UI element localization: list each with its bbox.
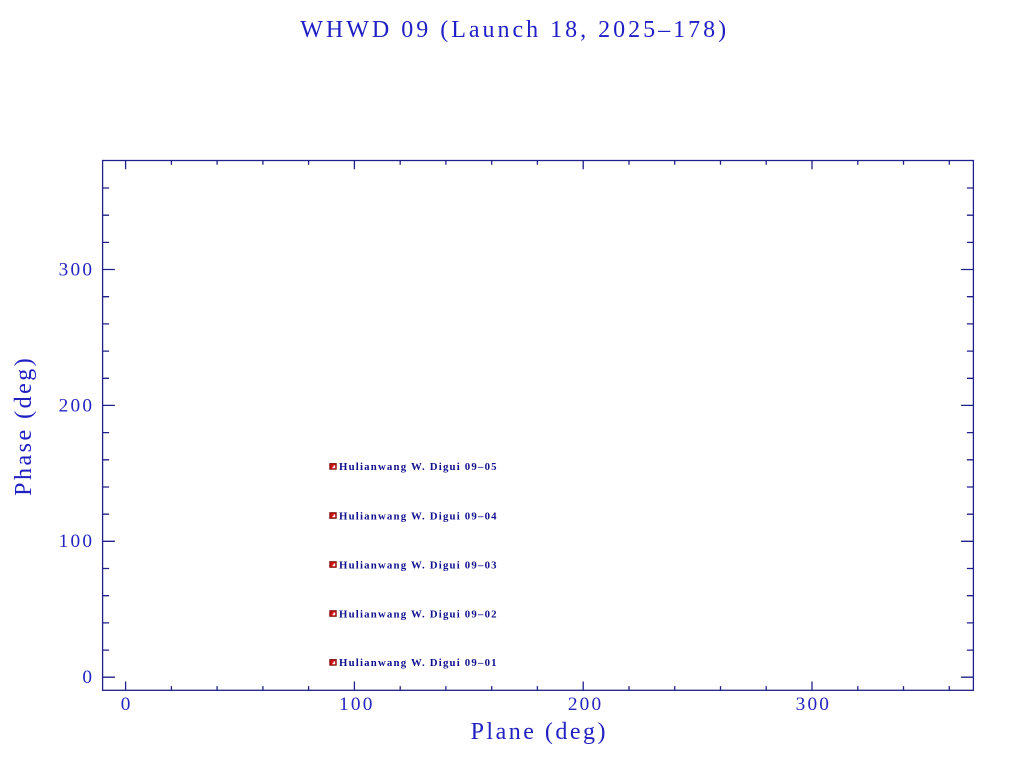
- svg-text:100: 100: [59, 531, 95, 552]
- svg-text:Plane (deg): Plane (deg): [471, 719, 608, 745]
- svg-text:300: 300: [59, 259, 95, 280]
- svg-text:WHWD 09 (Launch 18, 2025–178): WHWD 09 (Launch 18, 2025–178): [300, 17, 729, 43]
- svg-text:200: 200: [59, 395, 95, 416]
- svg-text:Hulianwang W. Digui 09–01: Hulianwang W. Digui 09–01: [339, 657, 498, 669]
- svg-text:Hulianwang W. Digui 09–05: Hulianwang W. Digui 09–05: [339, 461, 498, 473]
- svg-text:Hulianwang W. Digui 09–04: Hulianwang W. Digui 09–04: [339, 510, 498, 522]
- svg-text:0: 0: [82, 667, 94, 688]
- svg-text:Hulianwang W. Digui 09–03: Hulianwang W. Digui 09–03: [339, 559, 498, 571]
- svg-text:Hulianwang W. Digui 09–02: Hulianwang W. Digui 09–02: [339, 608, 498, 620]
- svg-text:Phase (deg): Phase (deg): [11, 356, 37, 496]
- svg-text:200: 200: [568, 694, 604, 715]
- svg-text:300: 300: [796, 694, 832, 715]
- svg-text:0: 0: [121, 694, 133, 715]
- svg-text:100: 100: [339, 694, 375, 715]
